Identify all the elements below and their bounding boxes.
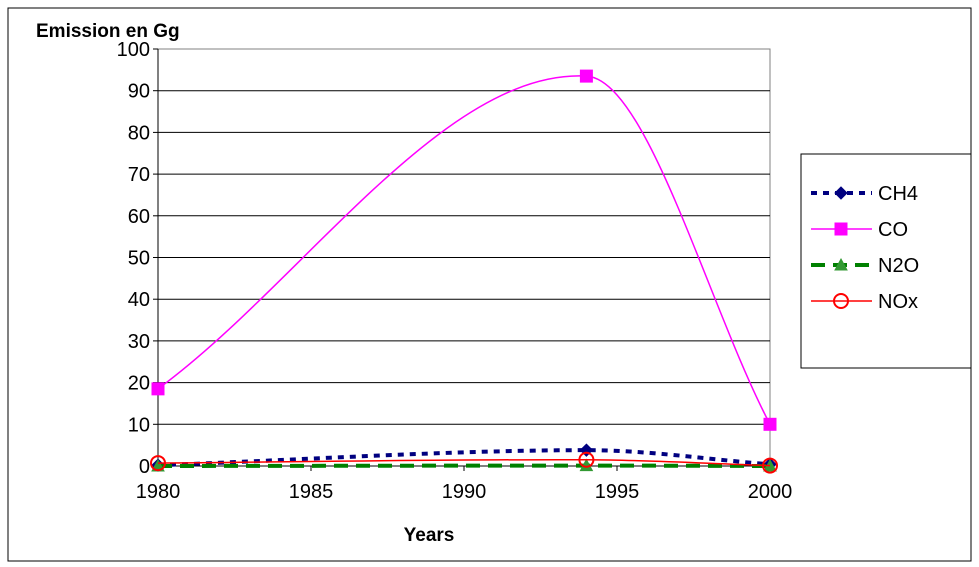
legend-item-n2o: N2O <box>811 255 919 277</box>
y-tick-label-50: 50 <box>128 248 150 270</box>
legend-label-nox: NOx <box>878 291 918 313</box>
legend-item-co: CO <box>811 219 908 241</box>
series-line-nox <box>157 458 771 467</box>
y-tick-label-80: 80 <box>128 122 150 144</box>
series-line-ch4 <box>157 448 771 468</box>
point-co-1980 <box>151 382 165 396</box>
legend-label-n2o: N2O <box>878 255 919 277</box>
x-tick-label-1995: 1995 <box>595 481 640 503</box>
series-layer <box>150 69 778 474</box>
x-tick-label-1985: 1985 <box>289 481 334 503</box>
gridlines <box>158 90 770 425</box>
x-tick-label-2000: 2000 <box>748 481 793 503</box>
legend-marker-co <box>834 222 848 236</box>
y-tick-label-60: 60 <box>128 206 150 228</box>
x-tick-label-1980: 1980 <box>136 481 181 503</box>
point-co-2000 <box>763 417 777 431</box>
legend-marker-ch4 <box>834 186 848 200</box>
point-nox-2000 <box>762 457 778 474</box>
legend-item-ch4: CH4 <box>811 183 918 205</box>
point-nox-1980 <box>150 455 166 472</box>
legend: CH4 CO N2O NOx <box>811 183 919 313</box>
point-co-1994 <box>579 69 593 83</box>
legend-label-ch4: CH4 <box>878 183 918 205</box>
y-tick-label-40: 40 <box>128 289 150 311</box>
legend-marker-n2o <box>834 257 848 271</box>
x-tick-label-1990: 1990 <box>442 481 487 503</box>
legend-item-nox: NOx <box>811 291 918 313</box>
y-tick-label-30: 30 <box>128 331 150 353</box>
series-co <box>151 69 777 431</box>
y-tick-label-20: 20 <box>128 373 150 395</box>
y-tick-label-90: 90 <box>128 81 150 103</box>
series-line-co <box>157 75 771 425</box>
y-tick-label-0: 0 <box>139 456 150 478</box>
x-axis-title: Years <box>404 525 455 546</box>
y-tick-label-100: 100 <box>117 39 150 61</box>
y-tick-label-70: 70 <box>128 164 150 186</box>
legend-label-co: CO <box>878 219 908 241</box>
y-axis-title: Emission en Gg <box>36 21 180 42</box>
point-nox-1994 <box>578 451 595 468</box>
legend-box <box>800 153 972 369</box>
y-tick-label-10: 10 <box>128 414 150 436</box>
legend-marker-nox <box>833 293 849 309</box>
series-nox <box>150 451 778 474</box>
